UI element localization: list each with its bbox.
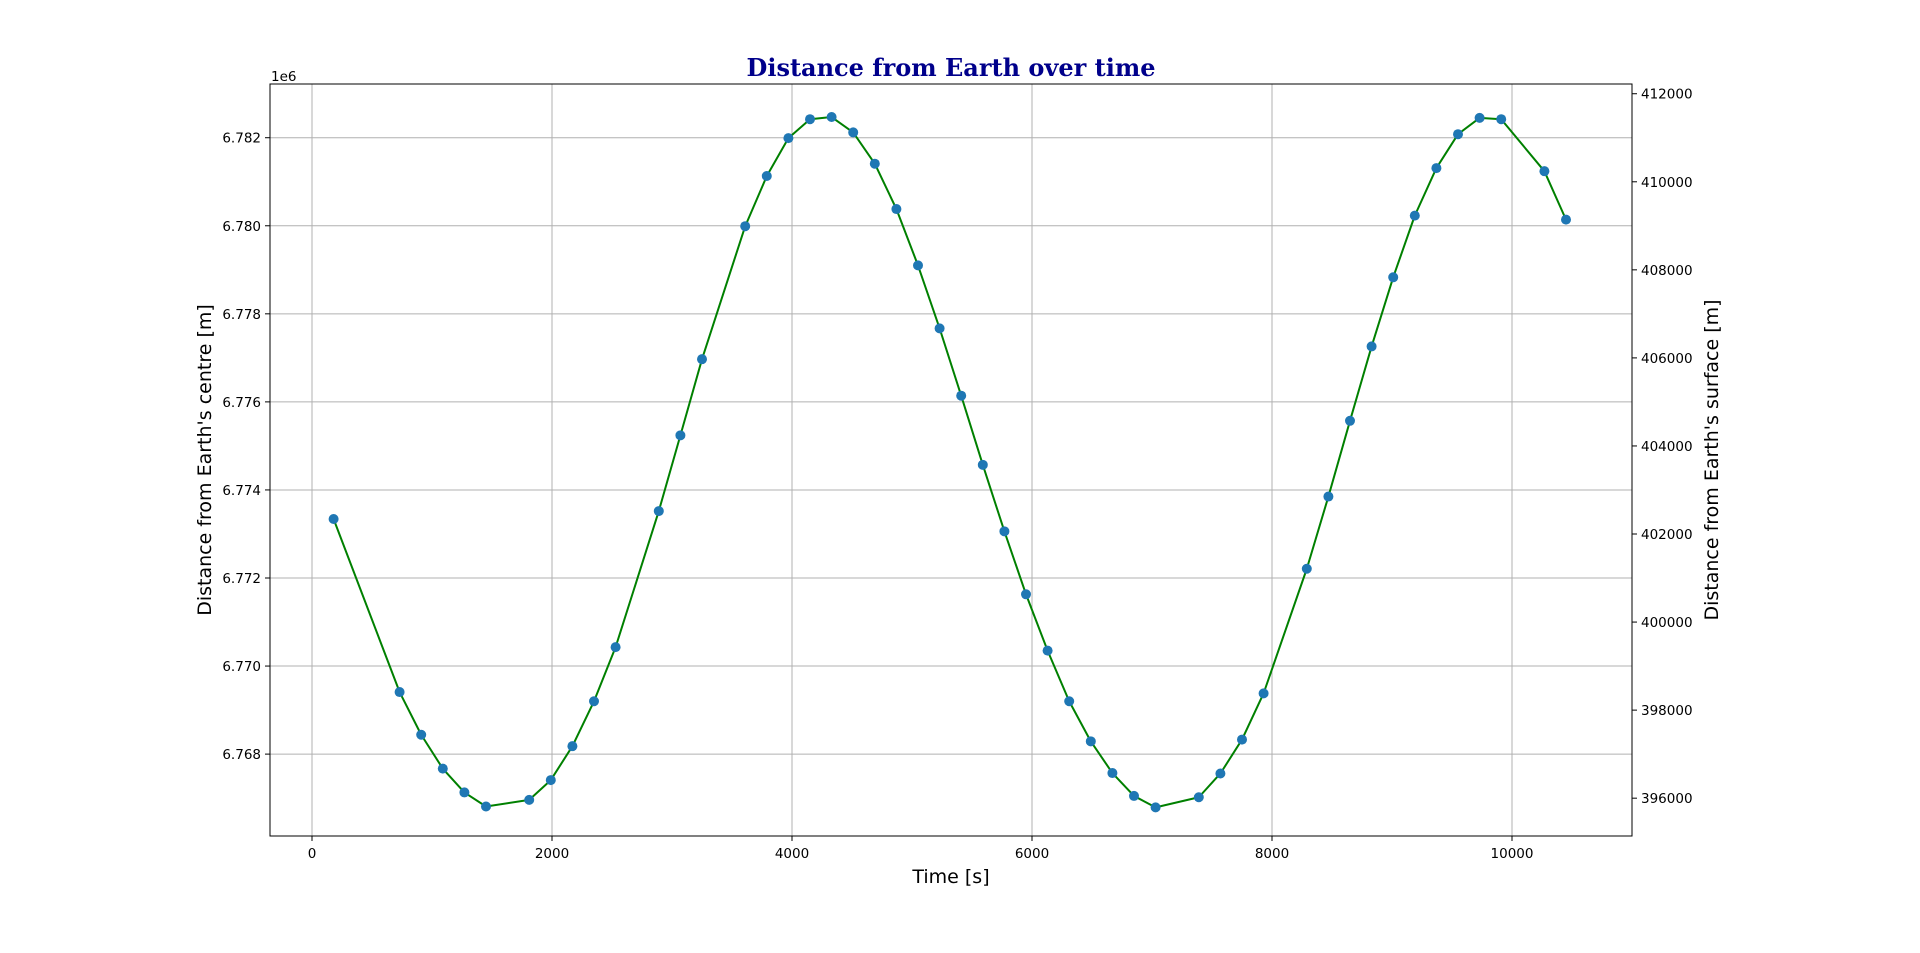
- y-axis-right-ticks: 396000 398000 400000 402000 404000 406000 4080…: [1632, 87, 1693, 807]
- data-point: [675, 430, 686, 441]
- y-right-tick-label: 400000: [1641, 615, 1693, 631]
- y-right-tick-label: 398000: [1641, 703, 1693, 719]
- data-point: [1561, 214, 1571, 225]
- data-point: [1345, 415, 1355, 426]
- data-point: [956, 390, 967, 401]
- y-tick-label: 6.778: [222, 307, 261, 323]
- data-point: [1215, 768, 1226, 779]
- data-point: [869, 158, 880, 169]
- data-point: [977, 459, 988, 470]
- data-point: [459, 787, 470, 798]
- data-point: [1474, 112, 1485, 123]
- data-point: [740, 221, 751, 232]
- data-point: [1323, 491, 1334, 502]
- x-tick-label: 0: [308, 846, 317, 862]
- data-point: [761, 171, 772, 182]
- data-point: [437, 763, 448, 774]
- data-point: [1258, 688, 1269, 699]
- data-point: [328, 514, 339, 524]
- x-tick-label: 4000: [775, 846, 809, 862]
- plot-frame: [269, 83, 1633, 837]
- data-point: [1431, 163, 1442, 174]
- data-point: [567, 741, 578, 752]
- data-point: [1366, 341, 1377, 352]
- data-point: [1237, 734, 1247, 745]
- data-point: [826, 112, 837, 123]
- y-right-tick-label: 408000: [1641, 263, 1693, 279]
- data-point: [1409, 210, 1420, 221]
- data-point: [891, 204, 902, 215]
- x-tick-label: 10000: [1491, 846, 1534, 862]
- data-point: [1085, 736, 1096, 747]
- data-point: [653, 506, 664, 517]
- data-point: [848, 127, 859, 138]
- data-point: [524, 794, 535, 805]
- data-point: [1301, 563, 1312, 574]
- data-point: [1388, 272, 1399, 283]
- x-tick-label: 6000: [1015, 846, 1049, 862]
- data-point: [1021, 589, 1031, 600]
- data-point: [1453, 129, 1463, 140]
- x-axis-label: Time [s]: [911, 866, 989, 888]
- data-point: [934, 323, 945, 334]
- data-point: [1042, 645, 1053, 656]
- y-tick-label: 6.768: [222, 747, 261, 763]
- plot-area: [328, 112, 1571, 813]
- x-tick-label: 8000: [1255, 846, 1289, 862]
- y-axis-right-label: Distance from Earth's surface [m]: [1701, 299, 1723, 620]
- chart-title: Distance from Earth over time: [747, 53, 1156, 82]
- y-right-tick-label: 410000: [1641, 175, 1693, 191]
- y-right-tick-label: 402000: [1641, 527, 1693, 543]
- data-point: [481, 801, 491, 812]
- data-point: [999, 526, 1010, 537]
- y-right-tick-label: 404000: [1641, 439, 1693, 455]
- grid-lines: [270, 84, 1632, 836]
- data-point: [913, 260, 923, 271]
- y-right-tick-label: 396000: [1641, 791, 1693, 807]
- data-point: [783, 133, 794, 144]
- data-point: [1107, 768, 1118, 779]
- data-point: [1150, 802, 1161, 813]
- data-point: [1539, 166, 1550, 177]
- data-point: [610, 642, 621, 653]
- y-tick-label: 6.782: [222, 131, 261, 147]
- data-point: [545, 775, 556, 786]
- data-point: [589, 696, 599, 707]
- y-right-tick-label: 406000: [1641, 351, 1693, 367]
- y-tick-label: 6.774: [222, 483, 261, 499]
- data-point: [394, 687, 405, 698]
- data-point: [1193, 792, 1204, 803]
- y-tick-label: 6.772: [222, 571, 261, 587]
- y-tick-label: 6.780: [222, 219, 261, 235]
- data-point: [1129, 790, 1139, 801]
- y-axis-offset-label: 1e6: [271, 69, 296, 85]
- series-line: [332, 116, 1567, 809]
- y-right-tick-label: 412000: [1641, 87, 1693, 103]
- data-point: [1496, 114, 1507, 125]
- x-tick-label: 2000: [535, 846, 569, 862]
- x-axis-ticks: 0 2000 4000 6000 8000 10000: [308, 836, 1534, 862]
- y-tick-label: 6.776: [222, 395, 261, 411]
- data-point: [805, 114, 815, 125]
- data-point: [1064, 696, 1075, 707]
- data-point: [697, 354, 707, 365]
- data-point: [416, 729, 427, 740]
- y-axis-label: Distance from Earth's centre [m]: [194, 304, 216, 616]
- y-axis-ticks: 6.768 6.770 6.772 6.774 6.776 6.778 6.780 6.782: [222, 131, 270, 763]
- y-tick-label: 6.770: [222, 659, 261, 675]
